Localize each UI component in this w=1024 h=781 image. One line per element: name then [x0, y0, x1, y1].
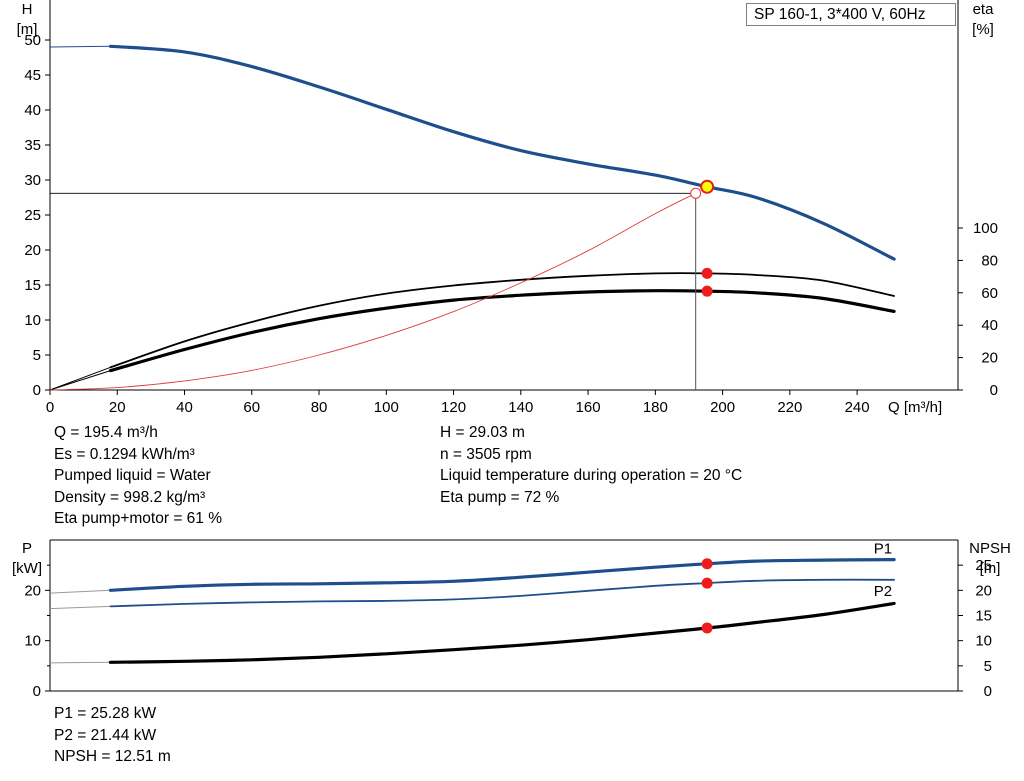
y-tick-label: 20 [24, 242, 41, 259]
y2-tick-label: 60 [981, 285, 998, 302]
npsh_curve-lead-in [50, 661, 111, 664]
x-tick-label: 100 [374, 399, 399, 416]
x-tick-label: 200 [710, 399, 735, 416]
pump-model-label: SP 160-1, 3*400 V, 60Hz [746, 3, 956, 26]
y2-axis-label: eta [973, 1, 995, 18]
p-tick-label: 20 [24, 582, 41, 599]
eta-duty-point [701, 267, 713, 279]
upper-readout-left: Q = 195.4 m³/h Es = 0.1294 kWh/m³ Pumped l… [54, 422, 222, 530]
p2_curve-lead-in [50, 605, 111, 610]
x-tick-label: 20 [109, 399, 126, 416]
p2-duty-point [701, 577, 713, 589]
system-point-marker [690, 187, 702, 199]
y-tick-label: 40 [24, 102, 41, 119]
x-tick-label: 220 [777, 399, 802, 416]
readout-line-2: NPSH = 12.51 m [54, 748, 171, 765]
series-label-p2: P2 [874, 583, 892, 600]
npsh-tick-label: 20 [975, 582, 992, 599]
npsh-tick-label: 15 [975, 608, 992, 625]
y-axis-label: [m] [17, 21, 38, 38]
x-tick-label: 80 [311, 399, 328, 416]
eta_total_curve [108, 289, 896, 373]
x-tick-label: 120 [441, 399, 466, 416]
lower-readout: P1 = 25.28 kW P2 = 21.44 kW NPSH = 12.51 m [54, 703, 171, 768]
readout-line-1: P2 = 21.44 kW [54, 726, 157, 744]
system_curve [49, 192, 696, 391]
p1-duty-point [701, 558, 713, 570]
readout-line-3: Density = 998.2 kg/m³ [54, 488, 206, 506]
y-axis-label: H [22, 1, 33, 18]
p-tick-label: 10 [24, 633, 41, 650]
series-label-p1: P1 [874, 541, 892, 558]
p1_curve-lead-in [50, 589, 111, 594]
npsh-axis-label: NPSH [969, 540, 1011, 557]
x-tick-label: 140 [508, 399, 533, 416]
eta_total_curve-lead-in [49, 370, 111, 391]
x-tick-label: 60 [243, 399, 260, 416]
p-axis-label: [kW] [12, 560, 42, 577]
y-tick-label: 50 [24, 32, 41, 49]
head-lead-in [49, 45, 111, 48]
readout-line-2: Liquid temperature during operation = 20… [440, 467, 743, 484]
readout-line-4: Eta pump+motor = 61 % [54, 510, 223, 527]
x-tick-label: 240 [845, 399, 870, 416]
npsh-axis-label: [m] [980, 560, 1001, 577]
p1_curve [108, 558, 896, 592]
x-tick-label: 0 [46, 399, 54, 416]
readout-line-0: P1 = 25.28 kW [54, 705, 157, 722]
y-tick-label: 10 [24, 312, 41, 329]
y2-tick-label: 100 [973, 220, 998, 237]
y-tick-label: 35 [24, 137, 41, 154]
y2-tick-label: 40 [981, 317, 998, 334]
y-tick-label: 5 [33, 347, 41, 364]
readout-line-1: n = 3505 rpm [440, 445, 532, 463]
y-tick-label: 30 [24, 172, 41, 189]
readout-line-1: Es = 0.1294 kWh/m³ [54, 445, 195, 463]
npsh-tick-label: 10 [975, 633, 992, 650]
eta_pump_curve [109, 272, 895, 369]
y-tick-label: 15 [24, 277, 41, 294]
y2-tick-label: 20 [981, 350, 998, 367]
upper-readout-right: H = 29.03 m n = 3505 rpm Liquid temperatur… [440, 422, 742, 508]
p2_curve [109, 578, 895, 608]
npsh_curve [108, 601, 896, 664]
p-axis-label: P [22, 540, 32, 557]
p-tick-label: 0 [33, 683, 41, 700]
y-tick-label: 0 [33, 382, 41, 399]
readout-line-2: Pumped liquid = Water [54, 467, 211, 484]
readout-line-0: H = 29.03 m [440, 424, 525, 441]
x-tick-label: 160 [576, 399, 601, 416]
readout-line-0: Q = 195.4 m³/h [54, 424, 158, 441]
npsh-tick-label: 0 [984, 683, 992, 700]
y2-axis-label: [%] [972, 21, 994, 38]
lower-curves [50, 558, 896, 664]
head [108, 44, 896, 261]
npsh-tick-label: 5 [984, 658, 992, 675]
y-tick-label: 25 [24, 207, 41, 224]
x-tick-label: 40 [176, 399, 193, 416]
npsh-tick-label: 25 [975, 557, 992, 574]
y-tick-label: 45 [24, 67, 41, 84]
eta-duty-point [701, 285, 713, 297]
x-tick-label: 180 [643, 399, 668, 416]
y2-tick-label: 0 [990, 382, 998, 399]
y2-tick-label: 80 [981, 252, 998, 269]
readout-line-3: Eta pump = 72 % [440, 488, 560, 506]
eta_pump_curve-lead-in [49, 366, 111, 391]
npsh-duty-point [701, 622, 713, 634]
duty-point-marker [700, 179, 715, 194]
x-axis-label: Q [m³/h] [888, 399, 942, 416]
